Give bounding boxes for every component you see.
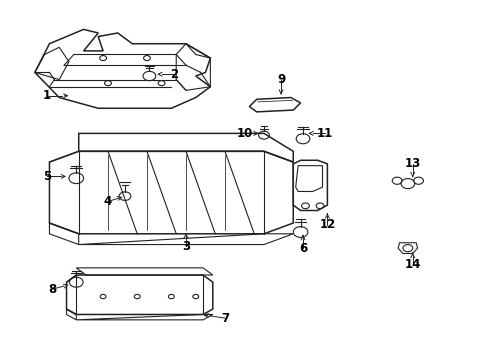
- Text: 9: 9: [276, 73, 285, 86]
- Text: 11: 11: [316, 127, 332, 140]
- Text: 10: 10: [236, 127, 252, 140]
- Text: 3: 3: [182, 240, 190, 253]
- Text: 14: 14: [404, 258, 420, 271]
- Text: 12: 12: [319, 218, 335, 231]
- Text: 13: 13: [404, 157, 420, 170]
- Text: 2: 2: [169, 68, 178, 81]
- Text: 4: 4: [103, 195, 112, 208]
- Text: 5: 5: [43, 170, 51, 183]
- Text: 6: 6: [298, 242, 306, 255]
- Text: 1: 1: [43, 89, 51, 102]
- Text: 8: 8: [48, 283, 56, 296]
- Text: 7: 7: [221, 311, 228, 325]
